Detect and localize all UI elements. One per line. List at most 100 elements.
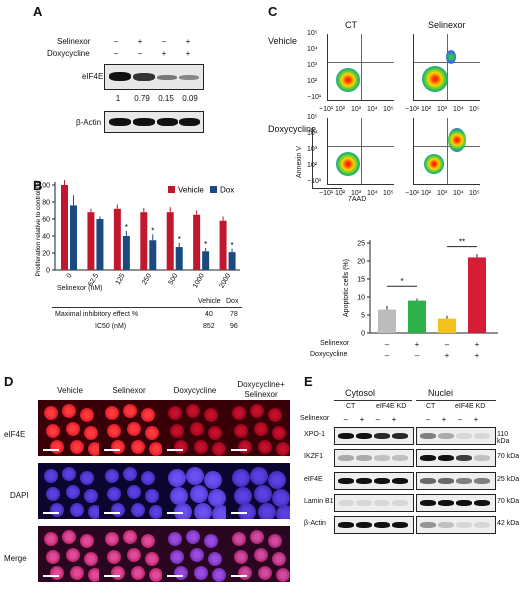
b-xtick-0: 0: [66, 272, 74, 279]
c-apop-ytick-2: 10: [357, 295, 365, 302]
c-sign-r0-c0: –: [384, 340, 390, 349]
row-label-selinexor: Selinexor: [57, 37, 91, 46]
b-bar-0-3: [140, 212, 148, 270]
c-xtick-1-4: 10⁵: [469, 106, 480, 113]
d-row-eif4e: eIF4E: [4, 430, 26, 439]
table-row-1-label: Maximal inhibitory effect %: [55, 311, 139, 318]
e-kda-0: 110 kDa: [497, 431, 510, 445]
b-star-6: *: [231, 241, 234, 250]
table-row-1-vehicle: 40: [205, 311, 213, 318]
a-quant-2: 0.15: [158, 94, 174, 103]
blot-eif4e: [104, 64, 204, 90]
a-sign-r0-c0: –: [113, 37, 119, 46]
c-sign-r1-c2: +: [444, 351, 450, 360]
panel-label-d: D: [4, 374, 14, 389]
e-group-cytosol: Cytosol: [345, 388, 376, 398]
e-sign-1: +: [359, 415, 365, 424]
e-kda-2: 25 kDa: [497, 476, 520, 483]
d-image-r0-c3: [226, 400, 290, 456]
c-xtick-3-1: 10²: [421, 190, 432, 197]
c-sign-r0-c1: +: [414, 340, 420, 349]
a-sign-r1-c2: +: [161, 49, 167, 58]
b-ytick-0: 0: [46, 268, 50, 275]
a-sign-r1-c1: –: [137, 49, 143, 58]
b-bar-0-2: [113, 208, 121, 270]
table-row-2-vehicle: 852: [203, 323, 215, 330]
b-star-5: *: [204, 240, 207, 249]
c-xtick-3-4: 10⁵: [469, 190, 480, 197]
c-xtick-2-2: 10³: [351, 190, 362, 197]
b-star-2: *: [125, 223, 128, 232]
c-xtick-2-0: −10¹: [319, 190, 334, 197]
c-xtick-0-0: −10¹: [319, 106, 334, 113]
e-sign-2: –: [375, 415, 381, 424]
e-group-nuclei: Nuclei: [428, 388, 454, 398]
c-apop-ytick-1: 5: [361, 313, 365, 320]
d-row-merge: Merge: [4, 554, 27, 563]
b-ytick-4: 80: [42, 200, 50, 207]
b-bar-0-1: [87, 212, 95, 270]
c-ytick-0-0: 10⁵: [307, 30, 318, 37]
e-kda-4: 42 kDa: [497, 520, 520, 527]
c-apop-bar-3: [468, 257, 486, 333]
b-star-3: *: [151, 226, 154, 235]
a-sign-r0-c3: +: [185, 37, 191, 46]
d-col-combo: Doxycycline+ Selinexor: [237, 380, 285, 399]
c-apop-bar-0: [378, 309, 396, 333]
b-bar-1-3: [149, 240, 157, 270]
blot-label-eif4e: eIF4E: [82, 72, 104, 81]
e-kda-3: 70 kDa: [497, 498, 520, 505]
c-sign-r1-c3: +: [474, 351, 480, 360]
d-image-r2-c1: [99, 526, 163, 582]
c-xtick-0-3: 10⁴: [367, 106, 378, 113]
panel-label-e: E: [304, 374, 313, 389]
x-axis-label: Selinexor (nM): [57, 285, 103, 292]
col-label-selinexor: Selinexor: [428, 20, 466, 30]
c-xtick-3-2: 10³: [437, 190, 448, 197]
e-blot-nuc-0: [416, 427, 496, 445]
d-image-r0-c1: [99, 400, 163, 456]
c-apop-ytick-5: 25: [357, 241, 365, 248]
b-bar-1-0: [70, 205, 77, 270]
b-xtick-4: 500: [168, 272, 180, 286]
b-legend-swatch-vehicle: [168, 186, 175, 193]
b-bar-1-1: [96, 219, 104, 270]
e-sub-kd-2: eIF4E KD: [455, 403, 486, 410]
b-xtick-6: 2000: [218, 272, 232, 289]
blot-label-actin: β-Actin: [76, 118, 102, 127]
table-row-1-dox: 78: [230, 311, 238, 318]
a-sign-r1-c3: +: [185, 49, 191, 58]
b-ytick-5: 100: [38, 183, 50, 190]
b-bar-1-6: [228, 252, 236, 270]
table-row-2-label: IC50 (nM): [95, 323, 127, 330]
c-xtick-0-2: 10³: [351, 106, 362, 113]
d-image-r0-c2: [162, 400, 226, 456]
c-xtick-1-3: 10⁴: [453, 106, 464, 113]
d-row-dapi: DAPI: [10, 491, 29, 500]
e-sub-ct-2: CT: [426, 403, 436, 410]
b-bar-1-4: [175, 247, 183, 270]
a-quant-0: 1: [115, 94, 121, 103]
c-apop-bar-1: [408, 300, 426, 333]
e-sign-0: –: [343, 415, 349, 424]
c-apop-ylabel: Apoptotic cells (%): [343, 259, 350, 317]
row-label-vehicle: Vehicle: [268, 36, 298, 46]
d-image-r2-c0: [38, 526, 102, 582]
e-blot-cyto-4: [334, 516, 414, 534]
d-image-r1-c0: [38, 463, 102, 519]
c-apop-bar-2: [438, 318, 456, 333]
e-blot-nuc-2: [416, 472, 496, 490]
d-image-r2-c2: [162, 526, 226, 582]
c-xtick-3-3: 10⁴: [453, 190, 464, 197]
c-ytick-0-1: 10⁴: [307, 46, 318, 53]
d-image-r1-c1: [99, 463, 163, 519]
flow-plot-doxy-selinexor: [413, 118, 480, 185]
e-blot-nuc-3: [416, 494, 496, 512]
c-ytick-0-4: −10¹: [307, 94, 322, 101]
e-blot-cyto-0: [334, 427, 414, 445]
e-sub-ct-1: CT: [346, 403, 356, 410]
d-image-r1-c3: [226, 463, 290, 519]
d-image-r2-c3: [226, 526, 290, 582]
d-col-doxycycline: Doxycycline: [173, 386, 217, 395]
